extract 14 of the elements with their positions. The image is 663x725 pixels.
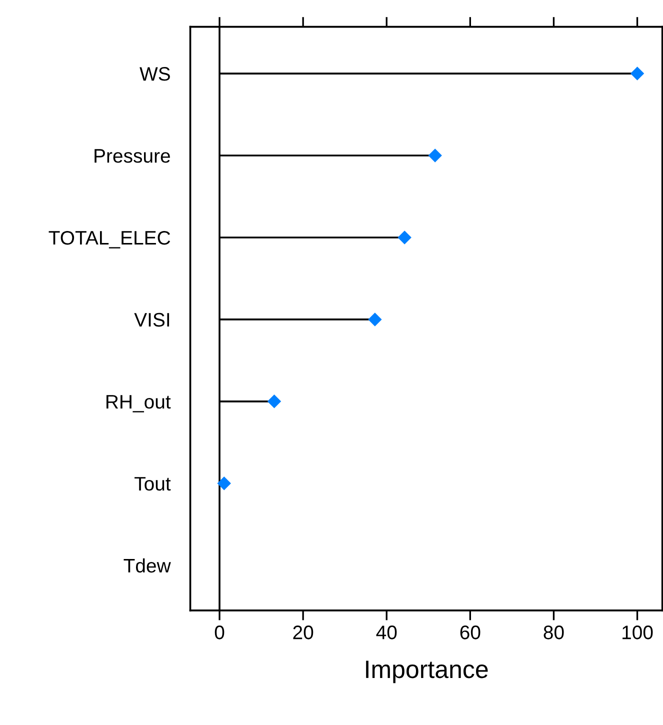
x-axis-title: Importance [366, 660, 488, 684]
y-tick-label: RH_out [106, 395, 171, 412]
x-tick-label: 60 [460, 626, 480, 640]
y-tick-label: VISI [134, 312, 170, 327]
y-tick-label: TOTAL_ELEC [48, 230, 170, 248]
y-tick-label: Tout [134, 477, 171, 491]
y-tick-label: Tdew [124, 558, 171, 573]
x-tick-label: 40 [376, 626, 397, 640]
x-tick-label: 20 [293, 626, 314, 640]
y-tick-label: Pressure [94, 149, 170, 163]
x-tick-label: 100 [622, 626, 653, 640]
x-tick-label: 0 [214, 626, 224, 640]
x-tick-label: 80 [544, 626, 564, 640]
y-tick-label: WS [140, 67, 170, 81]
